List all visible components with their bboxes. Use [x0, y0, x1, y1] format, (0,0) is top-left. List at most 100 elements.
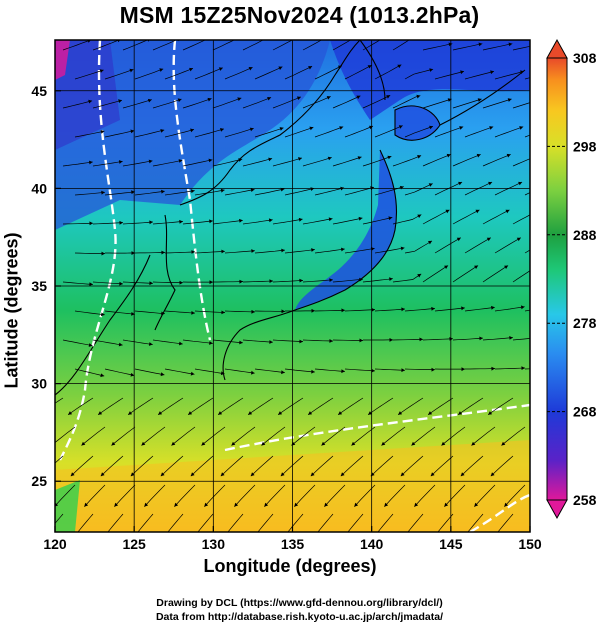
streamline: [337, 397, 364, 415]
streamline: [92, 99, 123, 109]
streamline: [344, 368, 375, 372]
streamline: [92, 161, 123, 167]
streamline: [261, 426, 286, 446]
streamline-arrowhead: [309, 126, 314, 131]
streamline-arrowhead: [298, 157, 302, 161]
streamline: [397, 397, 424, 415]
streamline-arrowhead: [131, 312, 135, 316]
streamline: [134, 129, 165, 138]
colorbar-tick-label: 288: [573, 227, 597, 243]
streamline: [512, 214, 530, 225]
colorbar-ticks: 308 298 288 278 268 258: [547, 50, 597, 508]
streamline-arrowhead: [417, 273, 422, 278]
streamline-arrowhead: [220, 188, 225, 193]
streamline-arrowhead: [444, 265, 449, 269]
sakhalin-coastline: [359, 40, 386, 101]
streamline-arrowhead: [520, 305, 525, 310]
streamline: [272, 40, 293, 51]
streamline-arrowhead: [354, 502, 359, 507]
streamline: [100, 455, 124, 477]
streamline: [254, 188, 285, 196]
streamline: [164, 310, 195, 314]
streamline: [422, 265, 449, 283]
streamline-arrowhead: [328, 217, 333, 222]
streamline-arrowhead: [329, 278, 333, 282]
streamline-arrowhead: [388, 216, 393, 221]
streamline: [194, 67, 223, 80]
streamline-arrowhead: [119, 281, 123, 286]
x-tick-label: 150: [518, 536, 542, 552]
streamline: [332, 156, 362, 167]
streamline: [504, 484, 526, 507]
streamline-arrowhead: [101, 312, 105, 317]
streamline-arrowhead: [329, 339, 333, 343]
streamline-arrowhead: [239, 279, 243, 284]
streamline: [347, 513, 364, 532]
streamline-arrowhead: [130, 372, 135, 377]
colorbar-body: [546, 57, 568, 501]
map-figure: 120 125 130 135 140 145 150 25 30 35 40 45 308 298 28…: [31, 38, 597, 552]
streamline-arrowhead: [220, 472, 225, 477]
y-tick-label: 45: [31, 83, 47, 99]
streamline: [482, 209, 510, 225]
streamline-arrowhead: [269, 340, 273, 344]
continent-coastline: [179, 40, 361, 206]
streamline-arrowhead: [538, 98, 542, 102]
streamline-arrowhead: [417, 214, 422, 218]
streamline: [434, 70, 465, 80]
streamline-arrowhead: [476, 153, 481, 158]
streamline-arrowhead: [387, 155, 392, 160]
streamline-arrowhead: [414, 502, 419, 507]
streamline-arrowhead: [311, 248, 315, 252]
streamline-arrowhead: [384, 502, 389, 507]
streamline: [482, 154, 511, 167]
streamline-arrowhead: [298, 217, 303, 222]
streamline-arrowhead: [279, 127, 284, 131]
streamline-arrowhead: [431, 306, 435, 311]
streamline: [362, 155, 392, 167]
china-coastline: [55, 254, 151, 396]
streamline: [302, 339, 334, 342]
streamline: [291, 426, 316, 446]
streamline: [494, 70, 525, 80]
streamline-arrowhead: [341, 308, 345, 313]
streamline: [392, 338, 424, 341]
streamline: [422, 338, 454, 341]
streamline-arrowhead: [507, 98, 512, 102]
streamline-arrowhead: [401, 368, 405, 373]
streamline: [167, 513, 184, 532]
streamline: [392, 214, 422, 225]
streamline-arrowhead: [190, 189, 195, 194]
streamline-arrowhead: [249, 127, 254, 132]
streamline-arrowhead: [100, 373, 105, 378]
colorbar-tick-label: 308: [573, 50, 597, 66]
streamline: [264, 484, 286, 507]
streamline: [392, 40, 410, 51]
streamline-arrowhead: [458, 411, 463, 415]
streamline: [464, 70, 495, 80]
streamline-arrowhead: [367, 65, 372, 69]
streamline-arrowhead: [521, 366, 525, 370]
streamline: [392, 273, 422, 283]
streamline-arrowhead: [281, 309, 285, 314]
streamline: [284, 187, 315, 196]
streamline: [384, 484, 406, 507]
streamline-arrowhead: [130, 472, 135, 477]
streamline-arrowhead: [131, 251, 135, 255]
streamline-arrowhead: [218, 67, 223, 71]
streamline: [254, 249, 285, 254]
streamline-arrowhead: [326, 96, 331, 100]
graticule-grid: [55, 40, 530, 532]
streamline: [74, 191, 105, 196]
streamline-arrowhead: [310, 472, 315, 477]
streamline: [74, 368, 105, 377]
streamline-arrowhead: [280, 472, 285, 477]
streamline-arrowhead: [55, 502, 59, 507]
streamline: [400, 455, 424, 477]
streamline: [122, 339, 153, 345]
streamline: [437, 513, 454, 532]
wind-streamlines: [55, 40, 542, 532]
streamline: [464, 237, 491, 254]
streamline-arrowhead: [477, 98, 482, 102]
streamline: [332, 217, 363, 225]
